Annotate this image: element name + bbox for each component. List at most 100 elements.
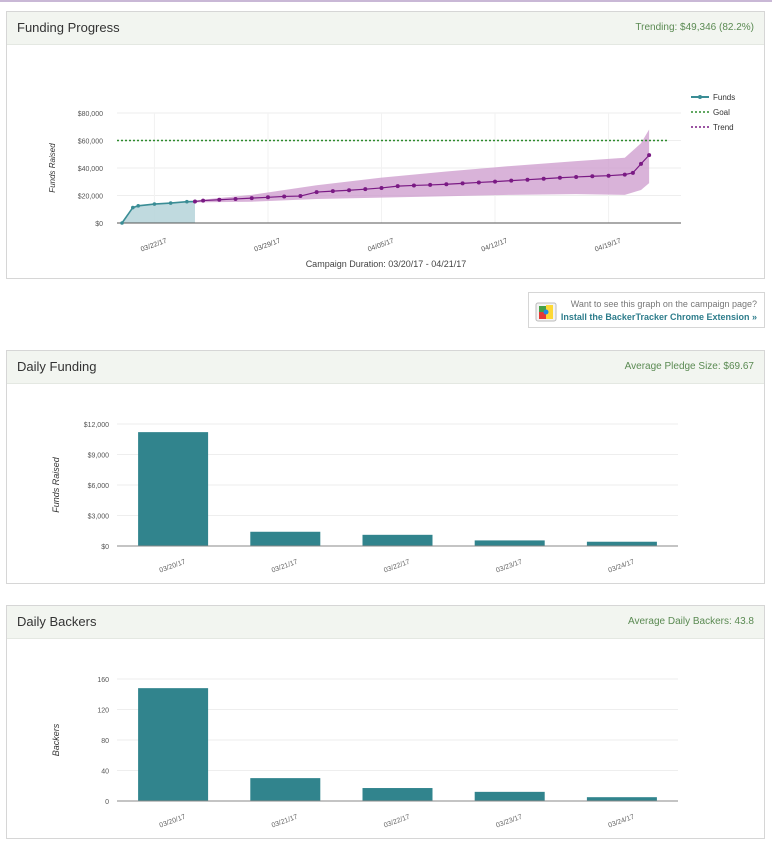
trend-point (622, 172, 627, 177)
trend-point (395, 184, 400, 189)
x-tick-label: 03/22/17 (383, 559, 411, 575)
x-tick-label: 03/20/17 (159, 559, 187, 575)
x-tick-label: 03/22/17 (140, 238, 168, 254)
y-tick-label: $9,000 (88, 453, 110, 460)
legend-marker-funds (698, 95, 702, 99)
y-axis-label: Funds Raised (48, 143, 57, 193)
bar (474, 540, 545, 546)
bar (586, 541, 657, 546)
trend-point (444, 182, 449, 187)
x-tick-label: 03/23/17 (495, 814, 523, 830)
bar (362, 534, 433, 546)
trend-point (192, 199, 197, 204)
trend-point (476, 180, 481, 185)
y-tick-label: $12,000 (84, 422, 109, 429)
y-tick-label: $20,000 (78, 194, 103, 201)
trend-point (347, 188, 352, 193)
daily-backers-panel: Daily Backers Average Daily Backers: 43.… (6, 605, 765, 839)
bar (138, 432, 209, 546)
x-tick-label: 04/19/17 (594, 238, 622, 254)
funding-progress-header: Funding Progress Trending: $49,346 (82.2… (7, 12, 764, 45)
funding-progress-chart: $0 $20,000 $40,000 $60,000 $80,000 03/22/17 03… (48, 93, 735, 269)
x-tick-label: 03/24/17 (607, 559, 635, 575)
average-pledge-stat: Average Pledge Size: $69.67 (624, 361, 754, 372)
trend-point (557, 175, 562, 180)
trend-point (298, 194, 303, 199)
trend-point (282, 194, 287, 199)
extension-promo[interactable]: Want to see this graph on the campaign p… (528, 292, 765, 328)
y-tick-label: 80 (101, 738, 109, 745)
extension-prompt: Want to see this graph on the campaign p… (570, 299, 757, 309)
funds-area (122, 201, 195, 223)
daily-funding-chart: $0 $3,000 $6,000 $9,000 $12,000 Funds Raised 0… (51, 422, 678, 575)
y-tick-label: $60,000 (78, 139, 103, 146)
y-tick-label: 40 (101, 769, 109, 776)
y-axis-label: Funds Raised (51, 456, 61, 513)
y-tick-label: $3,000 (88, 514, 110, 521)
top-divider (0, 0, 772, 2)
daily-backers-header: Daily Backers Average Daily Backers: 43.… (7, 606, 764, 639)
trend-point (574, 174, 579, 179)
trend-point (379, 185, 384, 190)
trend-point (314, 190, 319, 195)
x-tick-label: 03/23/17 (495, 559, 523, 575)
trend-point (509, 178, 514, 183)
trend-point (233, 196, 238, 201)
funds-point (185, 199, 189, 204)
trending-stat: Trending: $49,346 (82.2%) (635, 22, 754, 33)
trend-point (647, 153, 652, 158)
trend-point (330, 189, 335, 194)
trend-point (590, 174, 595, 179)
trend-point (525, 177, 530, 182)
trend-point (265, 195, 270, 200)
trend-point (411, 183, 416, 188)
trend-point (363, 187, 368, 192)
daily-backers-chart: 0 40 80 120 160 Backers 03/20/17 03/21/17 03/22/… (51, 677, 678, 830)
bar (474, 791, 545, 801)
x-tick-label: 03/20/17 (159, 814, 187, 830)
y-tick-label: 120 (97, 708, 109, 715)
trend-point (606, 173, 611, 178)
y-tick-label: 0 (105, 799, 109, 806)
trend-point (493, 179, 498, 184)
x-tick-label: 03/21/17 (271, 814, 299, 830)
panel-title: Daily Backers (17, 614, 97, 629)
bar (586, 797, 657, 801)
funds-point (120, 221, 124, 225)
y-tick-label: $40,000 (78, 166, 103, 173)
average-backers-stat: Average Daily Backers: 43.8 (628, 616, 754, 627)
trend-point (428, 182, 433, 187)
x-tick-label: 03/24/17 (607, 814, 635, 830)
trend-confidence-band (194, 129, 650, 203)
daily-funding-header: Daily Funding Average Pledge Size: $69.6… (7, 351, 764, 384)
funds-point (131, 205, 135, 210)
x-tick-label: 03/21/17 (271, 559, 299, 575)
panel-title: Funding Progress (17, 20, 120, 35)
legend-label: Funds (713, 93, 735, 102)
y-tick-label: $0 (95, 221, 103, 228)
bar (138, 688, 209, 801)
legend-label: Goal (713, 108, 730, 117)
x-tick-label: 04/05/17 (367, 238, 395, 254)
y-tick-label: $6,000 (88, 483, 110, 490)
panel-title: Daily Funding (17, 359, 97, 374)
bar (362, 788, 433, 801)
trend-point (201, 198, 206, 203)
x-tick-label: 03/22/17 (383, 814, 411, 830)
campaign-duration-caption: Campaign Duration: 03/20/17 - 04/21/17 (306, 259, 467, 269)
funds-point (136, 204, 141, 208)
trend-point (541, 176, 546, 181)
funds-point (152, 202, 157, 206)
x-tick-label: 04/12/17 (481, 238, 509, 254)
y-tick-label: $80,000 (78, 111, 103, 118)
funds-point (168, 201, 173, 205)
y-tick-label: 160 (97, 677, 109, 684)
trend-point (217, 197, 222, 202)
daily-funding-panel: Daily Funding Average Pledge Size: $69.6… (6, 350, 765, 584)
bar (250, 531, 321, 546)
trend-point (639, 161, 643, 166)
bar (250, 778, 321, 801)
chrome-extension-icon (535, 302, 557, 322)
y-axis-label: Backers (51, 723, 61, 756)
install-extension-link[interactable]: Install the BackerTracker Chrome Extensi… (560, 312, 757, 322)
